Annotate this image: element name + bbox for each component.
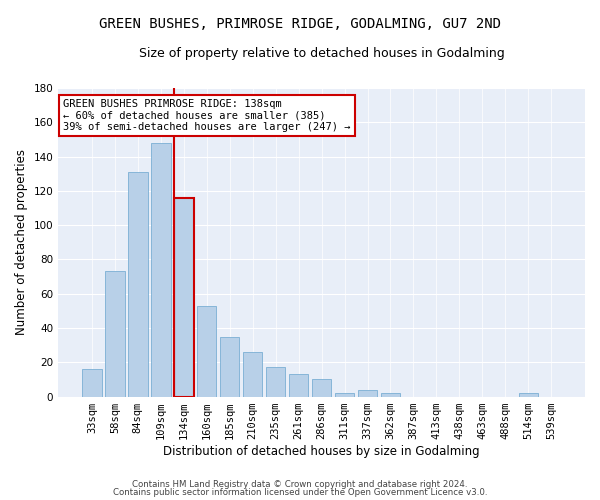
Bar [128, 172, 148, 396]
Bar [243, 352, 262, 397]
Bar [312, 380, 331, 396]
Text: Contains HM Land Registry data © Crown copyright and database right 2024.: Contains HM Land Registry data © Crown c… [132, 480, 468, 489]
Text: GREEN BUSHES, PRIMROSE RIDGE, GODALMING, GU7 2ND: GREEN BUSHES, PRIMROSE RIDGE, GODALMING,… [99, 18, 501, 32]
Title: Size of property relative to detached houses in Godalming: Size of property relative to detached ho… [139, 48, 505, 60]
Bar [381, 393, 400, 396]
Text: Contains public sector information licensed under the Open Government Licence v3: Contains public sector information licen… [113, 488, 487, 497]
Bar [197, 306, 217, 396]
Bar [335, 393, 355, 396]
Y-axis label: Number of detached properties: Number of detached properties [15, 150, 28, 336]
Bar [82, 369, 101, 396]
Bar [220, 336, 239, 396]
Bar [151, 143, 170, 397]
Text: GREEN BUSHES PRIMROSE RIDGE: 138sqm
← 60% of detached houses are smaller (385)
3: GREEN BUSHES PRIMROSE RIDGE: 138sqm ← 60… [64, 99, 351, 132]
Bar [266, 368, 286, 396]
X-axis label: Distribution of detached houses by size in Godalming: Distribution of detached houses by size … [163, 444, 480, 458]
Bar [174, 198, 194, 396]
Bar [289, 374, 308, 396]
Bar [358, 390, 377, 396]
Bar [518, 393, 538, 396]
Bar [105, 272, 125, 396]
